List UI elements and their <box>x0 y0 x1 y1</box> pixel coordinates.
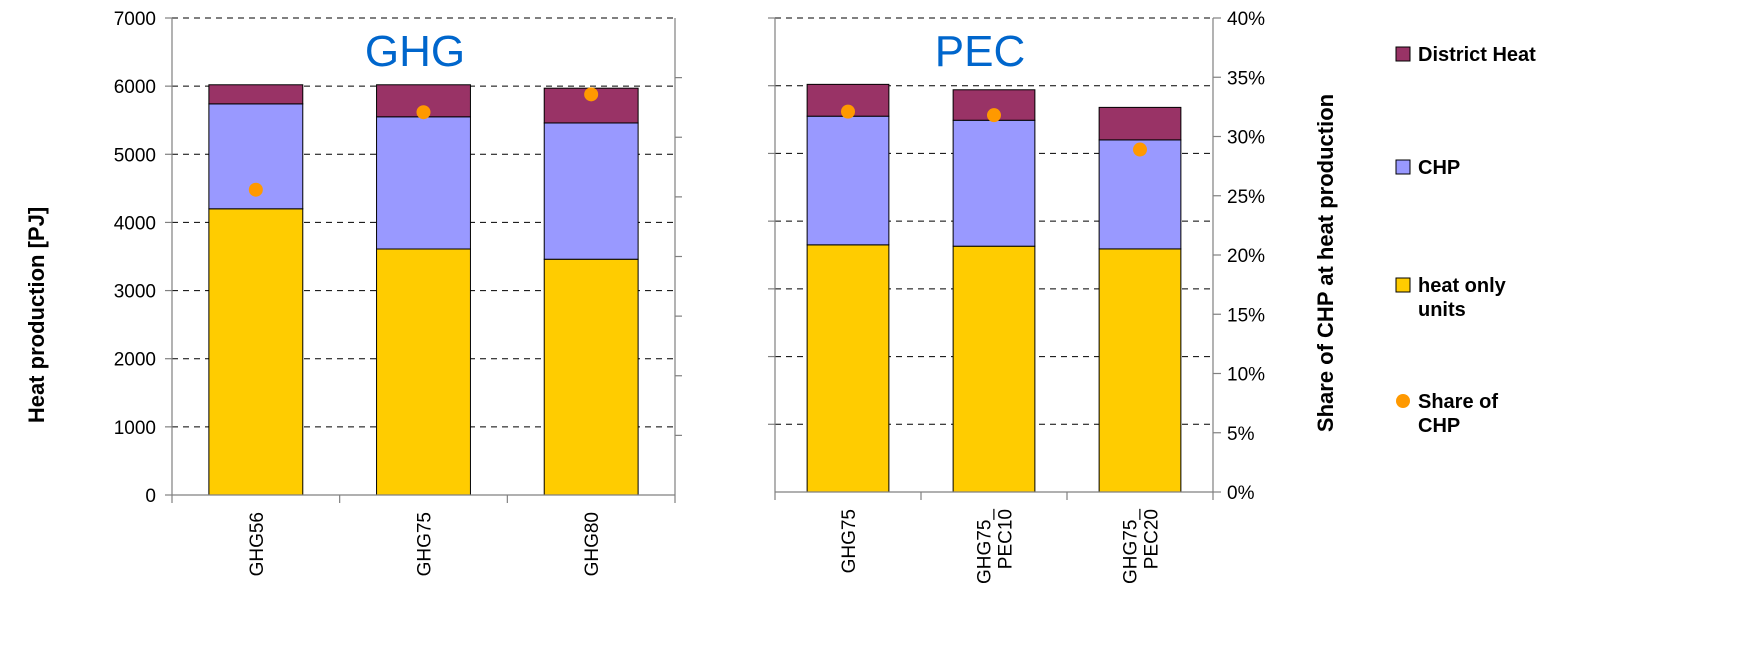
category-label: PEC20 <box>1142 509 1163 569</box>
bar-chp <box>952 119 1036 247</box>
bar-heat-only-units <box>806 244 890 493</box>
legend-label: Share of <box>1418 391 1498 413</box>
category-label: GHG80 <box>582 512 603 576</box>
category-label: GHG75_ <box>975 509 996 584</box>
share-of-chp-point <box>987 108 1001 123</box>
y-tick-label: 3000 <box>114 282 156 303</box>
legend-label: District Heat <box>1418 44 1536 66</box>
y-tick-label: 0 <box>145 486 156 507</box>
category-label: PEC10 <box>996 509 1017 569</box>
y-tick-label: 6000 <box>114 77 156 98</box>
legend-label: heat only <box>1418 275 1507 297</box>
legend-marker-share-of-chp <box>1396 394 1410 408</box>
y-tick-label: 7000 <box>114 9 156 30</box>
y-tick-label: 1000 <box>114 418 156 439</box>
panel-title: PEC <box>935 27 1025 76</box>
y2-tick-label: 30% <box>1227 128 1265 149</box>
y2-axis-title: Share of CHP at heat production <box>1313 94 1338 432</box>
legend-swatch-heat-only-units <box>1395 277 1411 293</box>
legend-swatch-district-heat <box>1395 46 1411 62</box>
category-label: GHG75 <box>415 512 436 576</box>
bar-chp <box>806 115 890 246</box>
bar-heat-only-units <box>543 258 639 496</box>
legend-label: CHP <box>1418 157 1460 179</box>
y2-tick-label: 35% <box>1227 68 1265 89</box>
y2-tick-label: 40% <box>1227 9 1265 30</box>
y2-tick-label: 10% <box>1227 365 1265 386</box>
y-axis-title: Heat production [PJ] <box>24 207 49 423</box>
bar-heat-only-units <box>376 248 471 496</box>
y2-tick-label: 0% <box>1227 483 1255 504</box>
y2-tick-label: 25% <box>1227 187 1265 208</box>
y2-tick-label: 5% <box>1227 424 1255 445</box>
panel-0: 0 1000 2000 3000 4000 5000 6000 7000 GHG GHG56 GHG… <box>114 9 682 576</box>
share-of-chp-point <box>1133 142 1147 157</box>
share-of-chp-point <box>416 105 431 120</box>
category-label: GHG75 <box>839 509 860 573</box>
panel-title: GHG <box>365 27 465 76</box>
bar-chp <box>1098 139 1182 250</box>
share-of-chp-point <box>248 182 263 197</box>
y2-tick-label: 15% <box>1227 305 1265 326</box>
share-of-chp-point <box>841 104 855 119</box>
y-tick-label: 5000 <box>114 145 156 166</box>
bar-chp <box>543 122 639 260</box>
y2-tick-label: 20% <box>1227 246 1265 267</box>
y-tick-label: 4000 <box>114 213 156 234</box>
bar-district-heat <box>1098 106 1182 141</box>
bar-heat-only-units <box>1098 248 1182 493</box>
legend-label: units <box>1418 299 1466 321</box>
category-label: GHG56 <box>247 512 268 576</box>
bar-heat-only-units <box>208 208 304 496</box>
legend-swatch-chp <box>1395 159 1411 175</box>
y-tick-label: 2000 <box>114 350 156 371</box>
bar-chp <box>376 116 471 250</box>
legend-label: CHP <box>1418 415 1460 437</box>
category-label: GHG75_ <box>1121 509 1142 584</box>
bar-district-heat <box>208 84 304 105</box>
share-of-chp-point <box>584 87 599 102</box>
bar-heat-only-units <box>952 245 1036 493</box>
